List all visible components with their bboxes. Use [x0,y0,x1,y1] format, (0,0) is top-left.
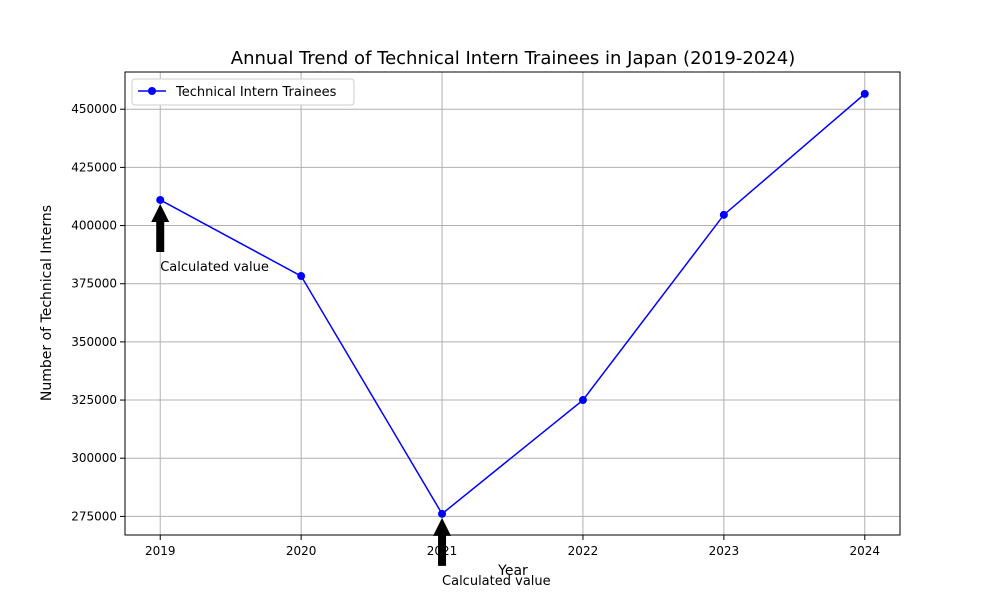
legend-marker-swatch [148,87,156,95]
data-point [860,89,869,98]
chart-title: Annual Trend of Technical Intern Trainee… [231,48,795,69]
annotations: Calculated value Calculated value [151,203,551,589]
legend: Technical Intern Trainees [131,78,355,106]
series-line [159,93,866,515]
x-axis-ticks: 201920202021202220232024 [145,535,880,558]
annotation-label: Calculated value [442,574,551,589]
data-point [438,509,447,518]
y-axis-ticks: 275000 300000 325000 350000 375000 400000 4250… [71,102,125,523]
y-tick-label: 425000 [71,160,117,174]
y-tick-label: 300000 [71,451,117,465]
x-tick-label: 2019 [145,544,176,558]
data-point [578,396,587,405]
y-tick-label: 275000 [71,509,117,523]
legend-entry-label: Technical Intern Trainees [175,85,337,100]
legend-box [131,78,355,106]
x-tick-label: 2024 [849,544,880,558]
y-tick-label: 400000 [71,219,117,233]
y-tick-label: 350000 [71,335,117,349]
y-tick-label: 325000 [71,393,117,407]
x-tick-label: 2020 [286,544,317,558]
annotation-arrow [151,203,170,252]
y-tick-label: 450000 [71,102,117,116]
series-layer [156,89,869,518]
data-point [156,195,165,204]
annotation-label: Calculated value [160,260,269,275]
plot-frame [124,71,901,536]
x-axis-label: Year [497,563,528,579]
annotation-arrow [433,517,452,566]
x-tick-label: 2023 [709,544,740,558]
y-tick-label: 375000 [71,277,117,291]
y-axis-label: Number of Technical Interns [39,205,55,401]
data-point [297,272,306,281]
grid [125,72,900,535]
data-point [719,210,728,219]
x-tick-label: 2022 [568,544,599,558]
